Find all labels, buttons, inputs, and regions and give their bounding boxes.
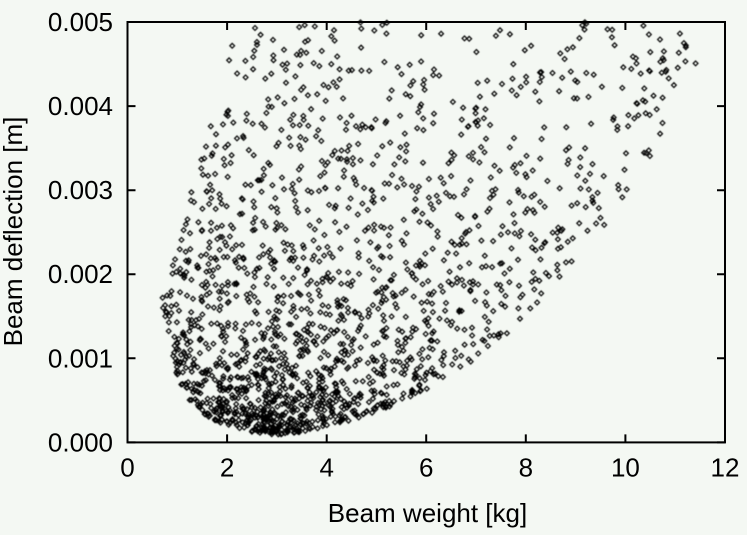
svg-text:0.001: 0.001	[48, 343, 113, 373]
svg-text:2: 2	[220, 453, 234, 483]
svg-text:4: 4	[319, 453, 333, 483]
svg-text:12: 12	[711, 453, 740, 483]
svg-text:0.004: 0.004	[48, 91, 113, 121]
svg-text:8: 8	[519, 453, 533, 483]
svg-text:0.003: 0.003	[48, 175, 113, 205]
svg-text:0.002: 0.002	[48, 259, 113, 289]
svg-text:Beam deflection [m]: Beam deflection [m]	[0, 117, 28, 347]
svg-text:6: 6	[419, 453, 433, 483]
svg-text:10: 10	[611, 453, 640, 483]
svg-text:0: 0	[120, 453, 134, 483]
svg-text:0.000: 0.000	[48, 427, 113, 457]
svg-text:0.005: 0.005	[48, 7, 113, 37]
svg-text:Beam weight [kg]: Beam weight [kg]	[328, 498, 527, 528]
